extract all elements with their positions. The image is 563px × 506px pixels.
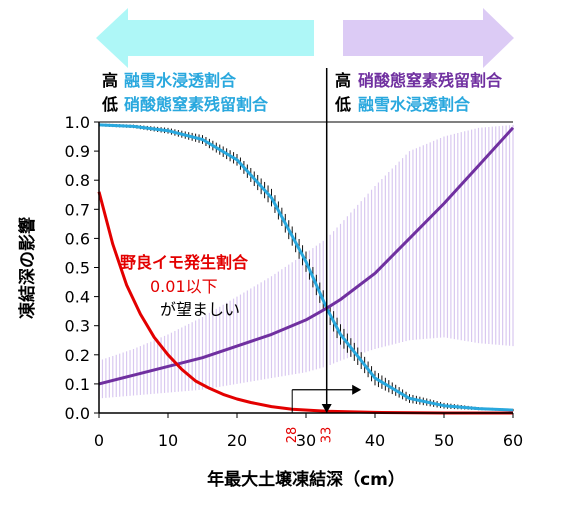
y-tick-label: 0.5: [65, 259, 90, 278]
x-tick-label: 40: [365, 431, 385, 450]
y-tick-label: 0.4: [65, 288, 90, 307]
legend-right-low-level: 低: [334, 95, 351, 114]
y-tick-label: 0.9: [65, 142, 90, 161]
threshold-marker-label: 33: [320, 427, 335, 444]
x-axis-label: 年最大土壌凍結深（cm）: [207, 469, 405, 490]
legend-left-high-label: 融雪水浸透割合: [124, 71, 237, 90]
right-arrow: [343, 8, 514, 68]
legend-left-low-level: 低: [101, 95, 118, 114]
range-arrow-head: [352, 384, 362, 395]
legend-right-high-level: 高: [335, 71, 351, 90]
potato-annotation-desc: が望ましい: [160, 300, 240, 319]
threshold-marker-label: 28: [285, 427, 300, 444]
legend-left-low-label: 硝酸態窒素残留割合: [124, 95, 269, 114]
y-tick-label: 0.7: [65, 200, 90, 219]
left-arrow: [96, 8, 314, 68]
overlay-annotations: 28 33: [285, 68, 362, 444]
legend-right-low-label: 融雪水浸透割合: [358, 95, 471, 114]
y-tick-label: 0.1: [65, 375, 90, 394]
y-axis-label: 凍結深の影響: [17, 217, 38, 319]
y-tick-label: 0.0: [65, 404, 90, 423]
threshold-arrowhead: [321, 404, 332, 413]
x-tick-label: 20: [227, 431, 247, 450]
x-tick-label: 10: [158, 431, 178, 450]
legend-left-high-level: 高: [102, 71, 118, 90]
x-tick-label: 50: [434, 431, 454, 450]
y-tick-label: 0.8: [65, 171, 90, 190]
x-tick-label: 0: [94, 431, 104, 450]
nitrate-line: [98, 126, 515, 386]
y-tick-label: 0.2: [65, 346, 90, 365]
legend-right-high-label: 硝酸態窒素残留割合: [358, 71, 503, 90]
x-tick-label: 60: [503, 431, 523, 450]
y-tick-label: 0.6: [65, 229, 90, 248]
series-lines: [97, 123, 515, 415]
axes: 0 10 20 30 40 50 60 0.0 0.1 0.2 0.3 0.4 0.5 0.6 0.7 0.8…: [65, 113, 524, 450]
infiltration-line: [98, 123, 514, 412]
x-tick-label: 30: [296, 431, 316, 450]
y-tick-label: 1.0: [65, 113, 90, 132]
potato-line: [97, 191, 513, 415]
potato-annotation-value: 0.01以下: [150, 277, 218, 296]
y-tick-label: 0.3: [65, 317, 90, 336]
potato-annotation-title: 野良イモ発生割合: [120, 253, 249, 272]
